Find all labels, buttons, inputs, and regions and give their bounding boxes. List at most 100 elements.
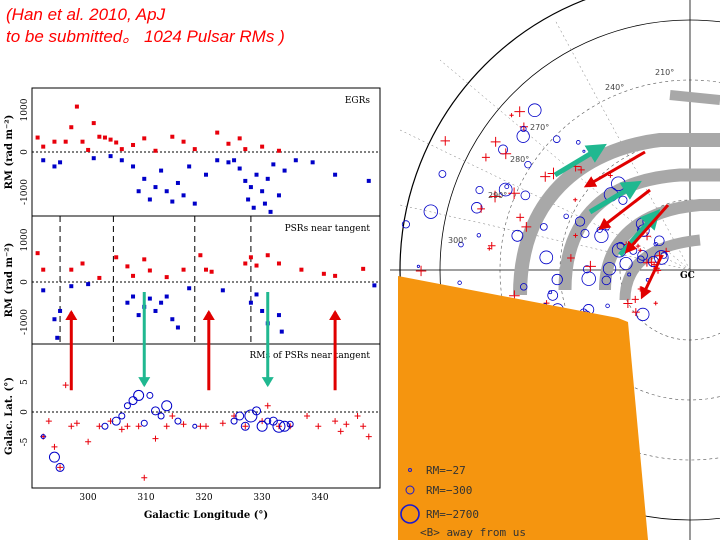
lat-point-negative <box>240 421 250 431</box>
map-point-negative <box>520 283 528 291</box>
rm-point-negative <box>136 189 141 194</box>
rm-point-negative <box>333 172 338 177</box>
map-point-positive <box>490 136 501 147</box>
map-point-positive <box>653 301 658 306</box>
map-point-positive <box>635 243 641 249</box>
map-point-positive <box>521 221 532 232</box>
rm-point-negative <box>170 317 175 322</box>
psr-ytick-1000: 1000 <box>20 228 30 251</box>
rm-point-negative <box>192 201 197 206</box>
rm-point-negative <box>164 294 169 299</box>
map-point-negative <box>547 290 559 301</box>
rm-point-positive <box>243 261 248 266</box>
lat-point-negative <box>286 420 294 428</box>
rm-point-positive <box>69 125 74 130</box>
rm-point-positive <box>333 273 338 278</box>
lat-point-positive <box>57 464 64 471</box>
rm-point-positive <box>114 255 119 260</box>
rm-point-negative <box>282 168 287 173</box>
title-line-1: (Han et al. 2010, ApJ <box>6 5 166 24</box>
lat-point-negative <box>192 423 198 429</box>
lat-point-negative <box>157 412 165 420</box>
lat-point-positive <box>219 420 226 427</box>
rm-point-positive <box>164 275 169 280</box>
lat-point-positive <box>315 423 322 430</box>
lat-point-negative <box>140 419 148 427</box>
lat-point-positive <box>45 418 52 425</box>
lat-point-negative <box>123 402 131 410</box>
rm-point-negative <box>142 176 147 181</box>
map-point-positive <box>481 153 490 162</box>
rm-point-negative <box>86 282 91 287</box>
rm-point-negative <box>276 193 281 198</box>
rm-point-negative <box>187 164 192 169</box>
map-point-negative <box>540 223 548 231</box>
data-marks <box>35 104 377 481</box>
rm-point-negative <box>175 325 180 330</box>
rm-point-negative <box>276 313 281 318</box>
rm-point-negative <box>271 162 276 167</box>
rm-point-positive <box>91 121 96 126</box>
rm-point-negative <box>147 296 152 301</box>
rm-point-positive <box>215 130 220 135</box>
rm-point-positive <box>35 135 40 140</box>
panel-lat-frame <box>31 343 381 489</box>
xtick-340: 340 <box>311 493 328 503</box>
map-point-negative <box>636 307 650 322</box>
rm-point-positive <box>80 261 85 266</box>
map-point-negative <box>520 125 527 133</box>
egr-ytick-0: 0 <box>20 149 30 155</box>
rm-point-negative <box>265 176 270 181</box>
panel-lat-ylabel: Galac. Lat. (°) <box>4 377 15 455</box>
rm-point-positive <box>131 142 136 147</box>
map-point-negative <box>471 202 483 214</box>
rm-point-negative <box>108 154 113 159</box>
lat-point-positive <box>141 474 148 481</box>
rm-point-positive <box>299 267 304 272</box>
orange-mask <box>398 276 648 540</box>
spiral-arm-outer <box>513 133 720 296</box>
map-point-positive <box>540 171 551 182</box>
map-point-negative <box>551 273 563 286</box>
rm-point-positive <box>276 261 281 266</box>
lat-point-positive <box>360 423 367 430</box>
rm-point-negative <box>52 164 57 169</box>
map-point-negative <box>601 275 612 286</box>
map-gc-label: GC <box>680 271 695 281</box>
lat-point-positive <box>85 438 92 445</box>
lat-point-negative <box>55 462 65 472</box>
map-point-negative <box>653 241 658 247</box>
lat-point-positive <box>332 418 339 425</box>
rm-point-negative <box>147 197 152 202</box>
lat-point-negative <box>174 417 182 425</box>
rm-point-negative <box>119 158 124 163</box>
map-point-negative <box>416 264 420 268</box>
rm-point-positive <box>192 147 197 152</box>
rm-point-positive <box>254 263 259 268</box>
rm-point-negative <box>243 178 248 183</box>
rm-point-negative <box>232 158 237 163</box>
trend-arrowhead-teal <box>138 377 151 388</box>
map-legend: RM=−27 RM=−300 RM=−2700 <B> away from us <box>400 464 526 539</box>
x-axis-label: Galactic Longitude (°) <box>144 510 268 521</box>
lat-point-negative <box>272 419 286 433</box>
map-point-positive <box>573 233 578 238</box>
trend-arrowhead-red <box>65 310 78 320</box>
lat-point-positive <box>135 423 142 430</box>
map-point-negative <box>457 280 462 285</box>
map-arrow-red-4 <box>640 254 664 300</box>
map-lon-label-280: 280° <box>510 155 529 164</box>
rm-point-positive <box>265 253 270 258</box>
map-point-negative <box>605 303 610 309</box>
lat-point-negative <box>118 412 126 420</box>
map-point-negative <box>594 228 609 243</box>
egr-ytick-1000: 1000 <box>20 98 30 121</box>
rm-point-positive <box>86 147 91 152</box>
map-point-positive <box>516 213 525 222</box>
rm-point-negative <box>131 164 136 169</box>
lat-point-positive <box>124 423 131 430</box>
xtick-330: 330 <box>253 493 270 503</box>
rm-point-positive <box>41 144 46 149</box>
map-point-negative <box>582 149 586 153</box>
lat-point-negative <box>256 420 268 432</box>
